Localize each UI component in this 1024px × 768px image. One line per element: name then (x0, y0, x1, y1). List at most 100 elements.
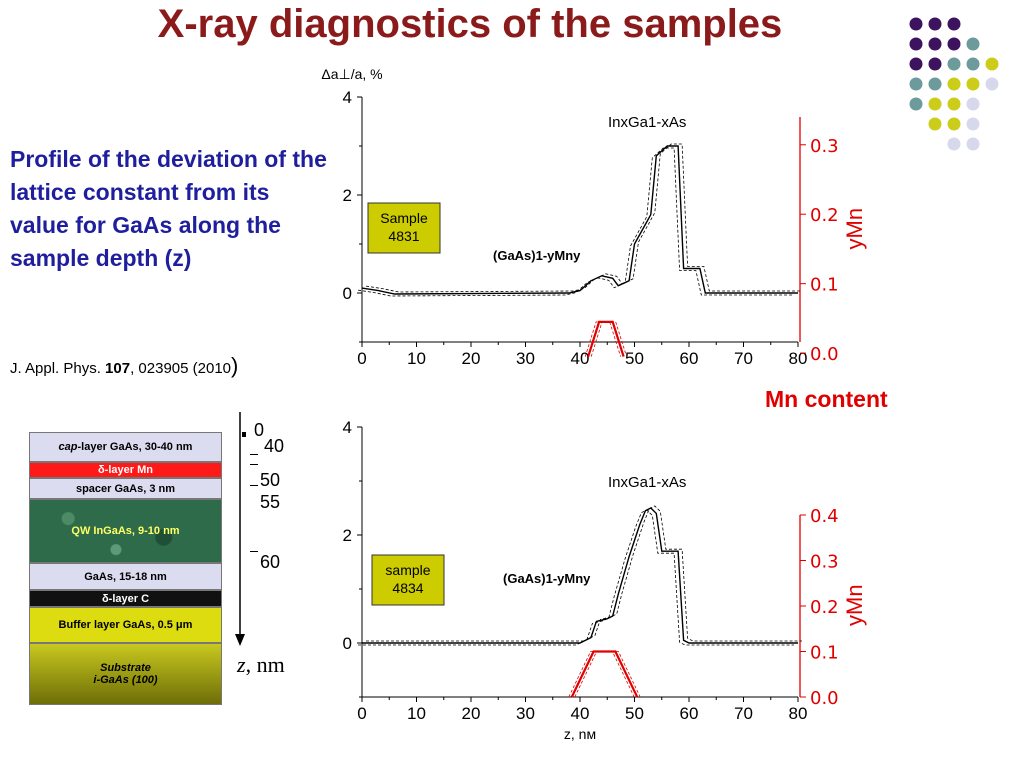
depth-label-60: 60 (260, 552, 281, 572)
x-tick-label: 60 (680, 349, 699, 368)
x-tick-label: 80 (789, 704, 808, 723)
layer-spacer: spacer GaAs, 3 nm (29, 478, 222, 499)
decor-dot (928, 77, 942, 91)
x-tick-label: 0 (357, 349, 366, 368)
x-tick-label: 70 (734, 704, 753, 723)
decor-dot (985, 57, 999, 71)
decor-dot (928, 117, 942, 131)
layer-gaas: GaAs, 15-18 nm (29, 563, 222, 590)
page-title: X-ray diagnostics of the samples (157, 2, 783, 46)
series-envelope (365, 143, 802, 293)
right-y-tick-label: 0.1 (810, 643, 839, 664)
x-tick-label: 30 (516, 704, 535, 723)
chart-sample-4831: 0 10 20 30 40 50 60 70 80 0 2 4 0.0 0.1 0.2 0.3 yMn Δa⊥/a… (321, 66, 867, 368)
decor-dot (947, 77, 961, 91)
decor-dot (966, 137, 980, 151)
ref-volume: 107 (105, 360, 131, 377)
decor-dot (966, 77, 980, 91)
journal-reference: J. Appl. Phys. 107, 023905 (2010) (10, 353, 238, 379)
decor-dot (909, 77, 923, 91)
decor-dot-grid (909, 17, 999, 151)
sample-label-line: Sample (380, 210, 428, 226)
right-y-tick-label: 0.4 (810, 506, 839, 527)
sample-label-line: sample (385, 562, 430, 578)
lattice-deviation-series (361, 145, 798, 295)
chart-sample-4834: 0 10 20 30 40 50 60 70 80 0 2 4 0.0 0.1 0.2 0.3 0.4 yMn z,… (343, 418, 867, 742)
left-y-tick-label: 0 (343, 284, 352, 303)
x-tick-label: 60 (680, 704, 699, 723)
x-tick-label: 70 (734, 349, 753, 368)
layer-cap-em: cap (58, 441, 78, 453)
right-y-tick-label: 0.2 (810, 597, 839, 618)
x-tick-label: 50 (625, 704, 644, 723)
series-envelope (568, 651, 635, 698)
sample-label-line: 4831 (388, 228, 419, 244)
x-tick-label: 0 (357, 704, 366, 723)
x-tick-label: 50 (625, 349, 644, 368)
decor-dot (966, 97, 980, 111)
series-envelope (574, 651, 641, 698)
right-y-tick-label: 0.0 (810, 688, 839, 709)
series-envelope (366, 505, 802, 642)
depth-axis-unit: , nm (245, 652, 285, 677)
series-envelope (357, 147, 794, 297)
sample-label-box (371, 554, 445, 606)
annotation-ingaas: InxGa1-xAs (608, 114, 686, 131)
depth-label-0: 0 (254, 420, 265, 440)
ref-rest: , 023905 (2010 (130, 360, 231, 377)
mn-content-label: Mn content (765, 386, 888, 412)
x-tick-label: 80 (789, 349, 808, 368)
decor-dot (928, 97, 942, 111)
x-axis-label: z, nм (564, 726, 596, 742)
layer-buffer: Buffer layer GaAs, 0.5 μm (29, 607, 222, 643)
right-y-tick-label: 0.0 (810, 344, 839, 365)
decor-dot (928, 37, 942, 51)
left-y-tick-label: 2 (343, 186, 352, 205)
right-y-axis-label: yMn (842, 208, 867, 250)
right-y-tick-label: 0.3 (810, 136, 839, 157)
right-y-tick-label: 0.3 (810, 552, 839, 573)
decor-dot (947, 17, 961, 31)
depth-axis-var: z (237, 652, 246, 677)
decor-dot (909, 97, 923, 111)
depth-axis-label: z, nm (237, 652, 285, 678)
depth-arrow (235, 412, 245, 646)
right-y-axis-label: yMn (842, 584, 867, 626)
description-text: Profile of the deviation of the lattice … (10, 146, 327, 271)
x-tick-label: 30 (516, 349, 535, 368)
depth-tick-40 (250, 454, 258, 455)
right-y-tick-label: 0.2 (810, 205, 839, 226)
left-y-tick-label: 4 (343, 418, 352, 437)
layer-delta-mn: δ-layer Mn (29, 462, 222, 478)
annotation-ingaas: InxGa1-xAs (608, 474, 686, 491)
depth-label-55: 55 (260, 492, 281, 512)
layer-delta-c: δ-layer C (29, 590, 222, 607)
x-tick-label: 40 (571, 704, 590, 723)
left-y-tick-label: 4 (343, 88, 352, 107)
decor-dot (909, 17, 923, 31)
left-y-axis-label: Δa⊥/a, % (321, 66, 382, 82)
decor-dot (966, 37, 980, 51)
sample-label-box (367, 202, 441, 254)
lattice-deviation-series (362, 507, 798, 644)
decor-dot (928, 17, 942, 31)
ref-close: ) (231, 353, 239, 378)
decor-dot (909, 37, 923, 51)
annotation-gaasmn: (GaAs)1-yMny (493, 248, 581, 263)
decor-dot (928, 57, 942, 71)
annotation-gaasmn: (GaAs)1-yMny (503, 571, 591, 586)
left-y-tick-label: 0 (343, 634, 352, 653)
sample-label-line: 4834 (392, 580, 423, 596)
x-tick-label: 10 (407, 349, 426, 368)
ref-prefix: J. Appl. Phys. (10, 360, 106, 377)
depth-tick-45 (250, 464, 258, 465)
series-envelope (358, 509, 794, 646)
layer-substrate: Substrate i-GaAs (100) (29, 643, 222, 705)
layer-cap: cap-layer GaAs, 30-40 nm (29, 432, 222, 462)
mn-content-series (570, 650, 639, 698)
decor-dot (947, 137, 961, 151)
depth-label-40: 40 (264, 436, 285, 456)
decor-dot (947, 37, 961, 51)
decor-dot (909, 57, 923, 71)
decor-dot (966, 57, 980, 71)
